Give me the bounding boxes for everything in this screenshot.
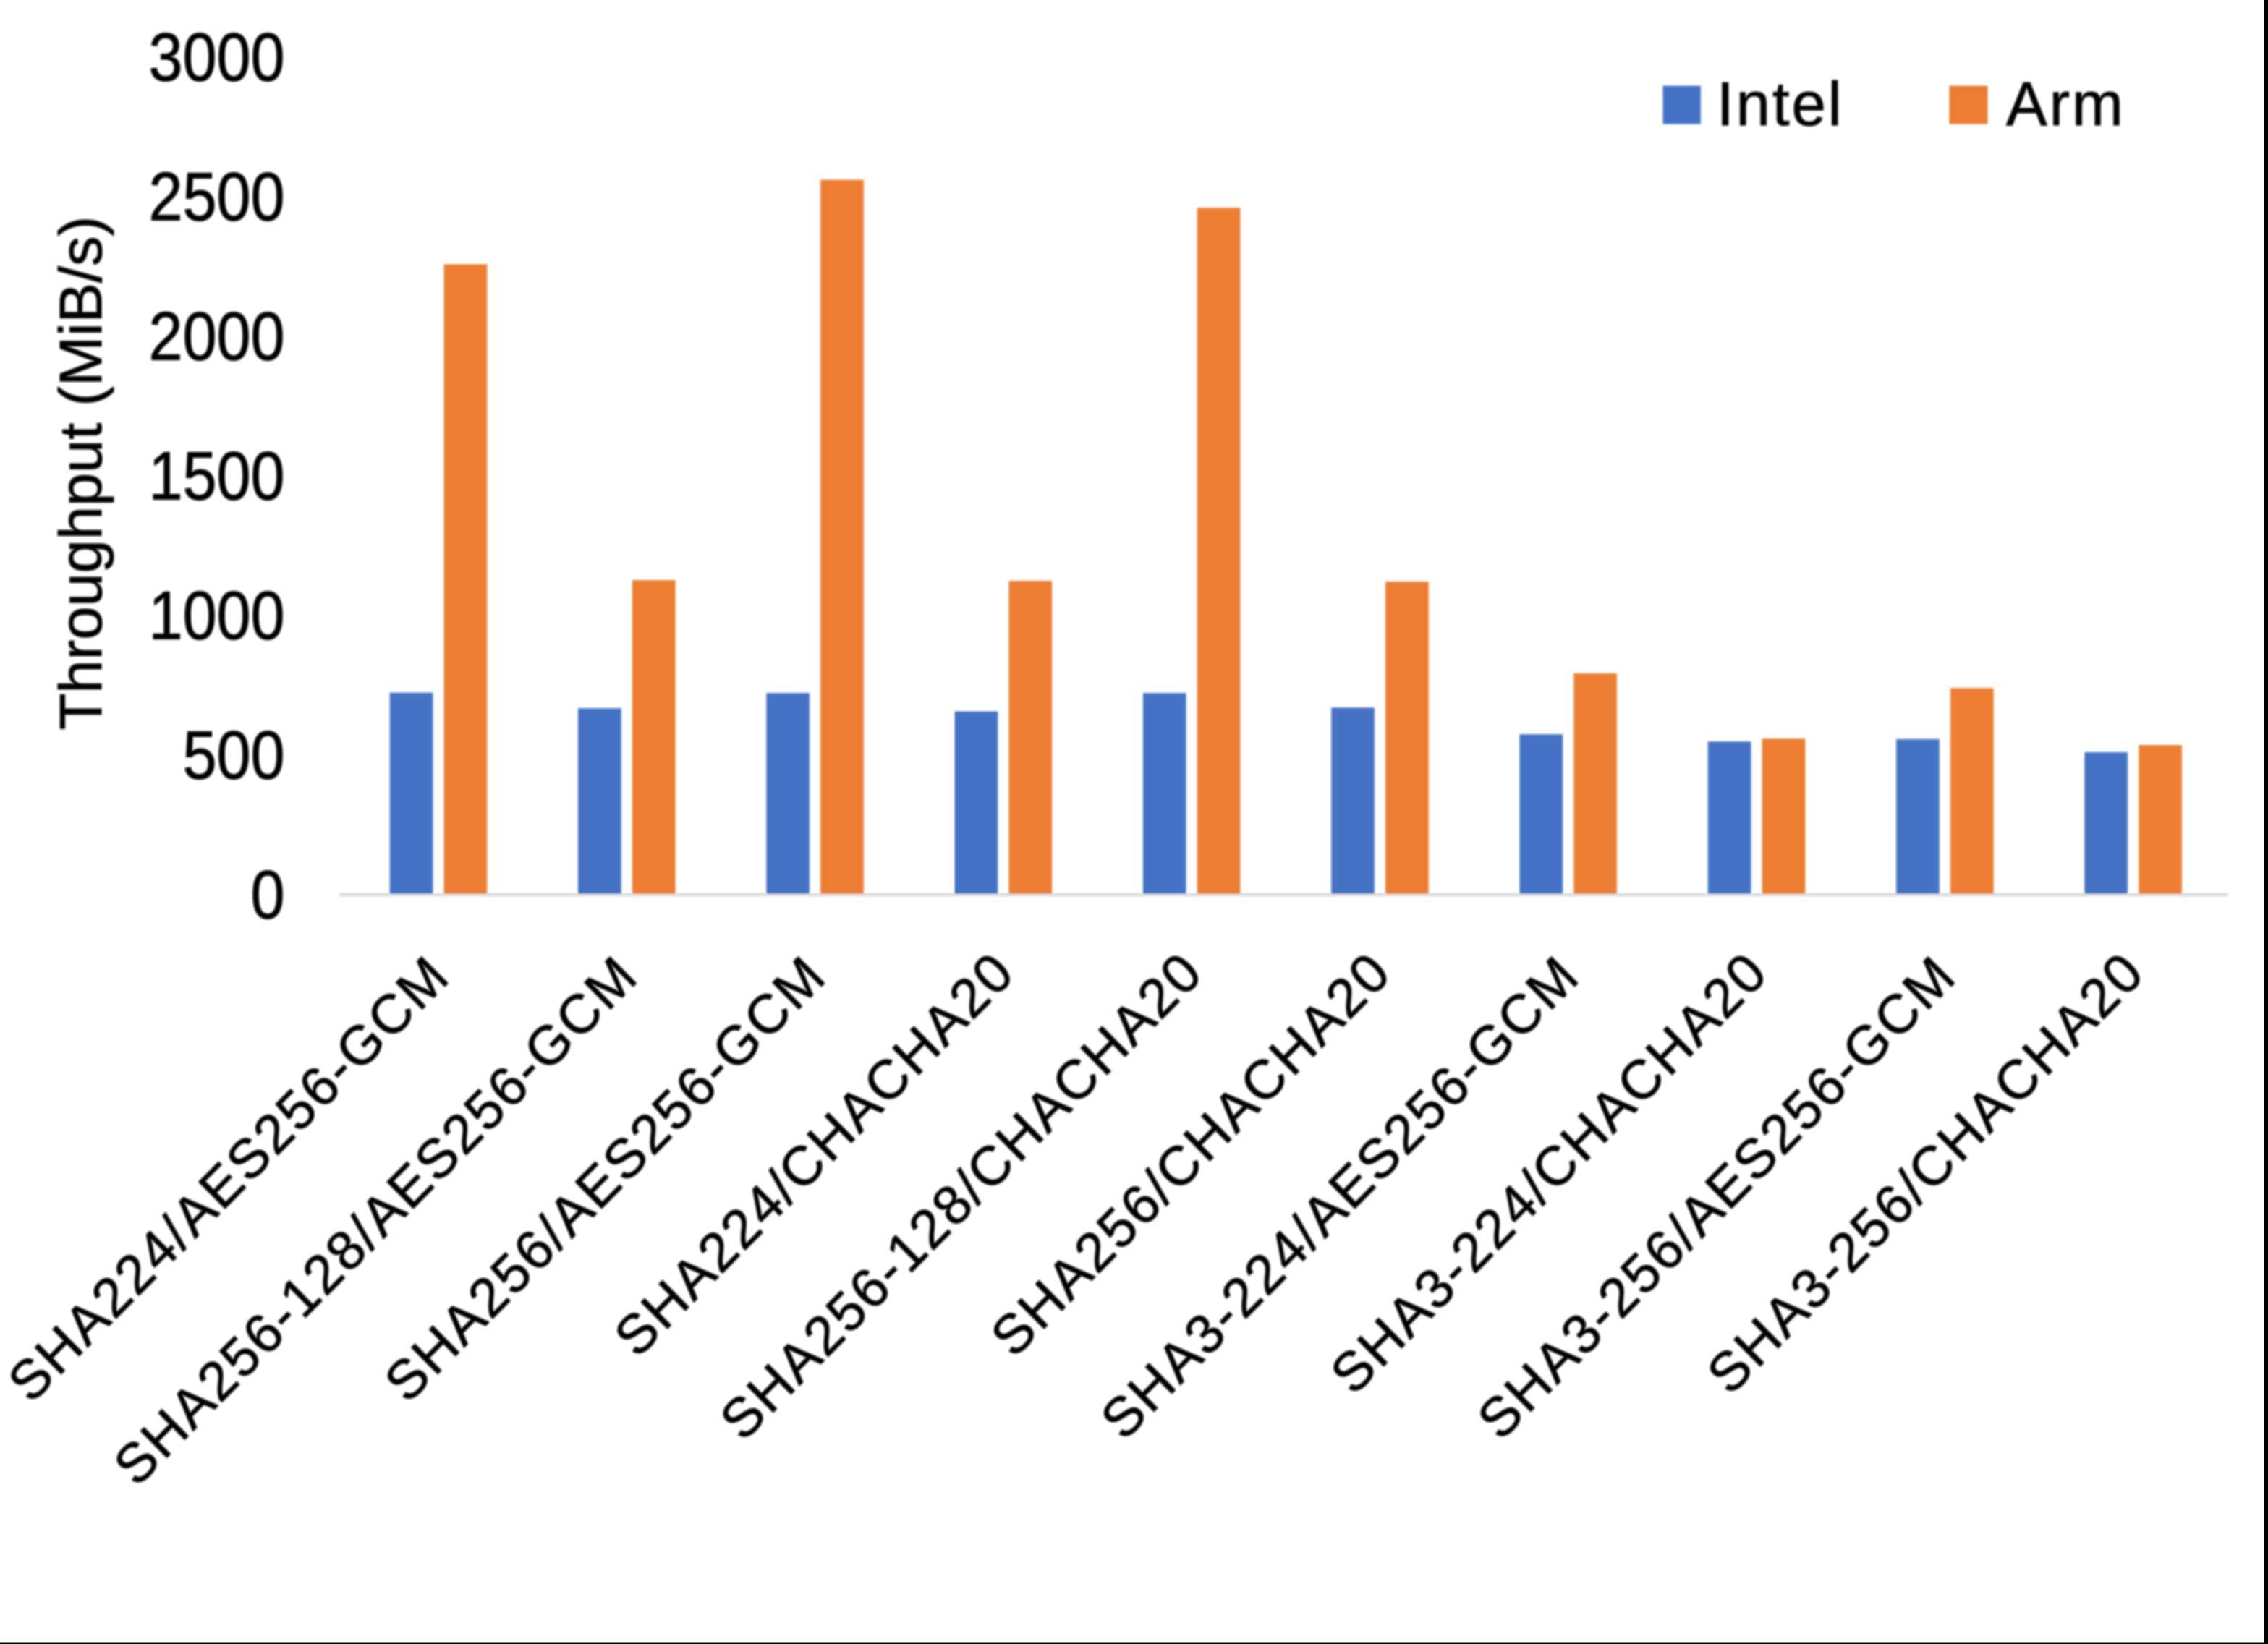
svg-text:2500: 2500 — [148, 159, 284, 236]
svg-text:Arm: Arm — [2006, 70, 2125, 139]
svg-text:2000: 2000 — [148, 299, 284, 375]
svg-text:500: 500 — [182, 717, 284, 794]
svg-text:0: 0 — [250, 857, 284, 934]
svg-text:Intel: Intel — [1717, 70, 1844, 139]
svg-text:3000: 3000 — [148, 20, 284, 96]
svg-text:1000: 1000 — [148, 578, 284, 655]
svg-text:Throughput (MiB/s): Throughput (MiB/s) — [47, 216, 114, 730]
svg-text:1500: 1500 — [148, 438, 284, 515]
